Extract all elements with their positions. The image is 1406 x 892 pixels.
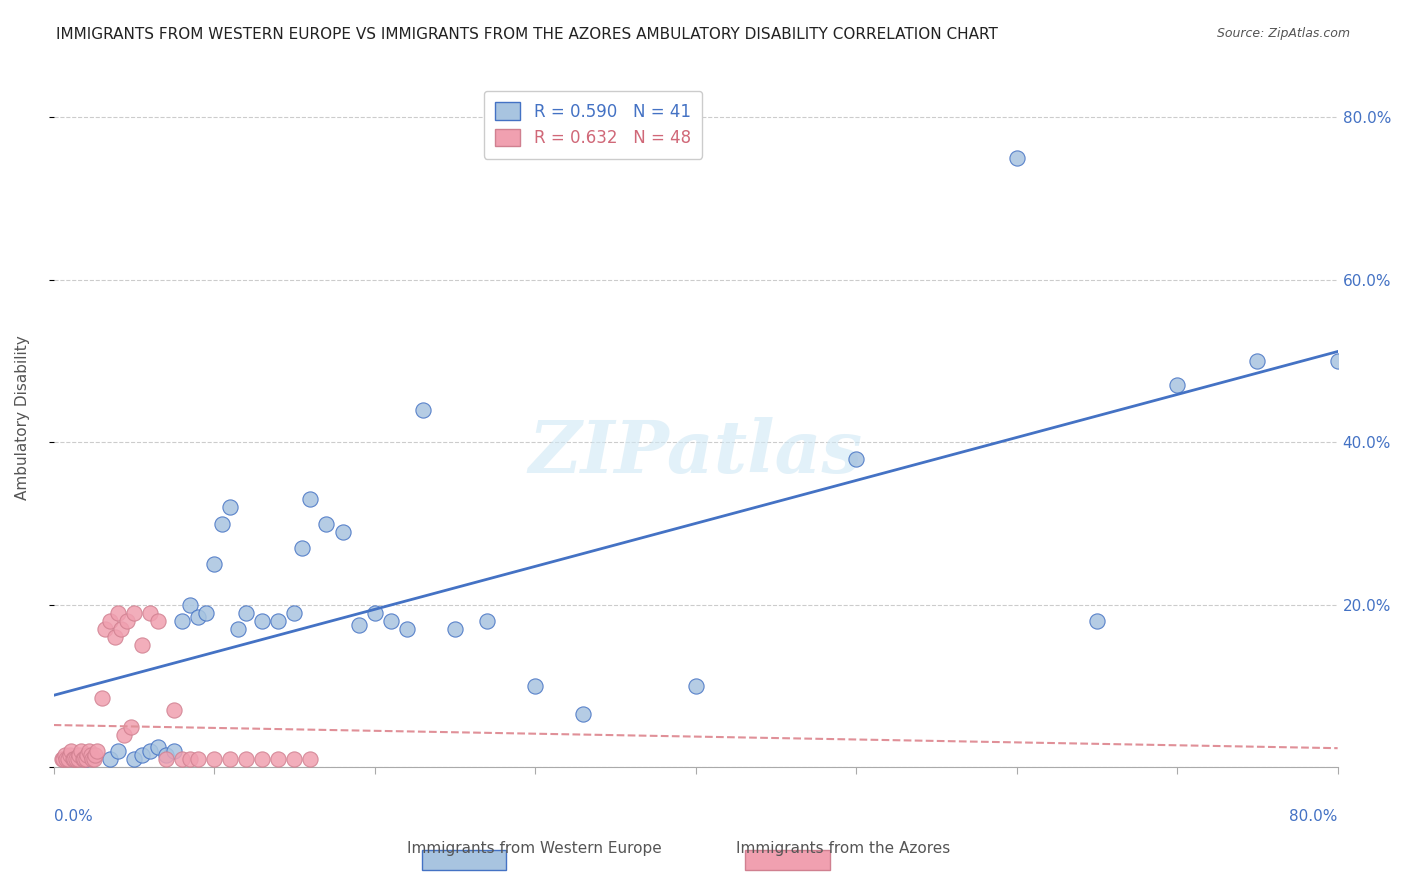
Point bbox=[131, 748, 153, 763]
Point bbox=[412, 402, 434, 417]
Point bbox=[73, 752, 96, 766]
Point bbox=[75, 752, 97, 766]
Text: Immigrants from the Azores: Immigrants from the Azores bbox=[737, 841, 950, 856]
Text: 0.0%: 0.0% bbox=[53, 809, 93, 824]
Point bbox=[170, 614, 193, 628]
Point bbox=[66, 752, 89, 766]
Point bbox=[107, 606, 129, 620]
Point bbox=[299, 492, 322, 507]
Point bbox=[139, 606, 162, 620]
Point bbox=[51, 752, 73, 766]
Point bbox=[72, 752, 94, 766]
Point bbox=[315, 516, 337, 531]
Point bbox=[70, 744, 93, 758]
Point bbox=[110, 622, 132, 636]
Point bbox=[332, 524, 354, 539]
Point bbox=[155, 752, 177, 766]
Point bbox=[104, 630, 127, 644]
Point bbox=[155, 748, 177, 763]
Point bbox=[146, 739, 169, 754]
Point bbox=[267, 752, 290, 766]
Point bbox=[219, 500, 242, 515]
Y-axis label: Ambulatory Disability: Ambulatory Disability bbox=[15, 335, 30, 500]
Point bbox=[235, 606, 257, 620]
Point bbox=[59, 748, 82, 763]
Point bbox=[146, 614, 169, 628]
Point bbox=[211, 516, 233, 531]
Point bbox=[187, 752, 209, 766]
Point bbox=[122, 752, 145, 766]
Point bbox=[84, 748, 107, 763]
Point bbox=[444, 622, 467, 636]
Point bbox=[845, 451, 868, 466]
Point bbox=[179, 598, 201, 612]
Point bbox=[98, 614, 121, 628]
Point bbox=[86, 744, 108, 758]
Point bbox=[94, 622, 117, 636]
Point bbox=[98, 752, 121, 766]
Point bbox=[524, 679, 547, 693]
Point bbox=[380, 614, 402, 628]
Point bbox=[77, 744, 100, 758]
Point bbox=[75, 752, 97, 766]
Point bbox=[63, 752, 86, 766]
Point bbox=[363, 606, 385, 620]
Point bbox=[82, 752, 104, 766]
Text: ZIPatlas: ZIPatlas bbox=[529, 417, 863, 488]
Point bbox=[226, 622, 249, 636]
Point bbox=[283, 752, 305, 766]
Point bbox=[117, 614, 139, 628]
Point bbox=[131, 639, 153, 653]
Point bbox=[53, 748, 76, 763]
Point bbox=[267, 614, 290, 628]
Point bbox=[56, 752, 79, 766]
Point bbox=[65, 752, 87, 766]
Point bbox=[685, 679, 707, 693]
Point bbox=[55, 752, 77, 766]
Point bbox=[139, 744, 162, 758]
Text: Immigrants from Western Europe: Immigrants from Western Europe bbox=[406, 841, 662, 856]
Point bbox=[1005, 151, 1028, 165]
Point bbox=[1166, 378, 1188, 392]
Point bbox=[252, 614, 274, 628]
Point bbox=[179, 752, 201, 766]
Point bbox=[219, 752, 242, 766]
Point bbox=[1246, 354, 1268, 368]
Point bbox=[62, 752, 84, 766]
Point bbox=[291, 541, 314, 555]
Text: IMMIGRANTS FROM WESTERN EUROPE VS IMMIGRANTS FROM THE AZORES AMBULATORY DISABILI: IMMIGRANTS FROM WESTERN EUROPE VS IMMIGR… bbox=[56, 27, 998, 42]
Legend: R = 0.590   N = 41, R = 0.632   N = 48: R = 0.590 N = 41, R = 0.632 N = 48 bbox=[484, 91, 703, 159]
Point bbox=[202, 557, 225, 571]
Point bbox=[67, 748, 90, 763]
Point bbox=[83, 752, 105, 766]
Text: 80.0%: 80.0% bbox=[1289, 809, 1337, 824]
Point bbox=[235, 752, 257, 766]
Point bbox=[1085, 614, 1108, 628]
Point bbox=[475, 614, 498, 628]
Point bbox=[122, 606, 145, 620]
Point bbox=[52, 752, 75, 766]
Point bbox=[163, 703, 186, 717]
Point bbox=[283, 606, 305, 620]
Text: Source: ZipAtlas.com: Source: ZipAtlas.com bbox=[1216, 27, 1350, 40]
Point bbox=[395, 622, 418, 636]
Point bbox=[76, 748, 98, 763]
Point bbox=[163, 744, 186, 758]
Point bbox=[60, 744, 83, 758]
Point bbox=[202, 752, 225, 766]
Point bbox=[90, 691, 112, 706]
Point bbox=[572, 707, 595, 722]
Point bbox=[299, 752, 322, 766]
Point bbox=[112, 728, 135, 742]
Point bbox=[107, 744, 129, 758]
Point bbox=[252, 752, 274, 766]
Point bbox=[79, 748, 101, 763]
Point bbox=[120, 720, 142, 734]
Point bbox=[195, 606, 218, 620]
Point bbox=[1326, 354, 1348, 368]
Point bbox=[170, 752, 193, 766]
Point bbox=[187, 610, 209, 624]
Point bbox=[347, 618, 370, 632]
